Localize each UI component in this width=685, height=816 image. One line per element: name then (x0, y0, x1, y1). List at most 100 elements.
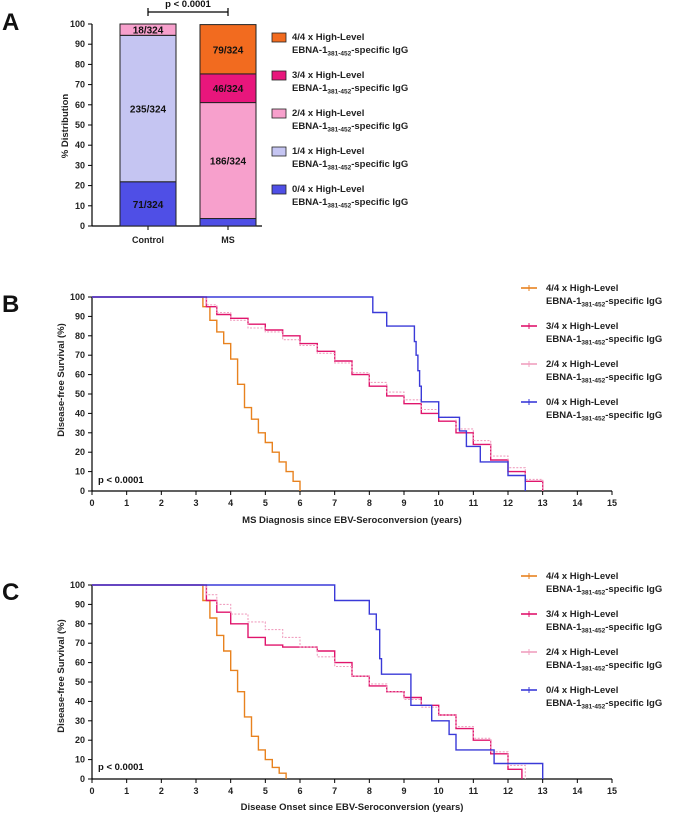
survival-curve (92, 296, 301, 491)
legend-entry-pre: EBNA-1 (546, 698, 582, 709)
legend-entry-line2: EBNA-1381-452-specific IgG (292, 83, 408, 96)
legend-entry-line1: 4/4 x High-Level (546, 283, 618, 294)
survival-curve (92, 584, 544, 779)
bar-segment-label: 186/324 (210, 157, 247, 168)
panel-b: B Disease-free Survival (%) MS Diagnosis… (2, 283, 662, 526)
legend-entry-pre: EBNA-1 (546, 622, 582, 633)
legend-entry-line1: 0/4 x High-Level (546, 397, 618, 408)
x-tick-label: 14 (572, 498, 582, 508)
panel-c-ylabel: Disease-free Survival (%) (56, 619, 67, 733)
legend-entry-sub: 381-452 (581, 416, 605, 423)
y-tick-label: 20 (75, 447, 85, 457)
legend-entry-line1: 2/4 x High-Level (546, 647, 618, 658)
x-tick-label: 6 (297, 498, 302, 508)
y-tick-label: 100 (70, 292, 85, 302)
legend-entry-post: -specific IgG (351, 83, 408, 94)
x-tick-label: 10 (434, 786, 444, 796)
legend-entry-post: -specific IgG (605, 334, 662, 345)
legend-entry-sub: 381-452 (581, 340, 605, 347)
y-tick-label: 10 (75, 201, 85, 211)
x-tick-label: 9 (401, 786, 406, 796)
x-tick-label: 4 (228, 498, 233, 508)
legend-entry-pre: EBNA-1 (546, 372, 582, 383)
panel-b-xlabel: MS Diagnosis since EBV-Seroconversion (y… (242, 515, 462, 526)
x-tick-label: 12 (503, 498, 513, 508)
legend-entry-sub: 381-452 (327, 51, 351, 58)
bar-segment-label: 46/324 (213, 84, 244, 95)
legend-entry-post: -specific IgG (605, 372, 662, 383)
legend-entry-pre: EBNA-1 (546, 296, 582, 307)
legend-entry-line2: EBNA-1381-452-specific IgG (546, 296, 662, 309)
panel-b-curves (92, 296, 544, 491)
legend-swatch (271, 184, 287, 195)
y-tick-label: 70 (75, 350, 85, 360)
x-tick-label: 10 (434, 498, 444, 508)
survival-curve (92, 584, 287, 779)
legend-entry-pre: EBNA-1 (546, 334, 582, 345)
legend-entry-post: -specific IgG (351, 197, 408, 208)
legend-entry-sub: 381-452 (327, 165, 351, 172)
legend-entry-post: -specific IgG (605, 698, 662, 709)
x-tick-label: 2 (159, 498, 164, 508)
legend-entry-line1: 2/4 x High-Level (292, 108, 364, 119)
x-tick-label: 11 (469, 498, 479, 508)
legend-entry-pre: EBNA-1 (292, 121, 328, 132)
y-tick-label: 60 (75, 100, 85, 110)
legend-entry-pre: EBNA-1 (292, 159, 328, 170)
panel-a-ylabel: % Distribution (60, 94, 71, 159)
survival-curve (92, 296, 544, 491)
legend-entry-pre: EBNA-1 (292, 45, 328, 56)
legend-entry-line1: 1/4 x High-Level (292, 146, 364, 157)
panel-c: C Disease-free Survival (%) Disease Onse… (2, 571, 662, 813)
x-tick-label: 3 (193, 498, 198, 508)
x-tick-label: 0 (89, 498, 94, 508)
x-tick-label: 12 (503, 786, 513, 796)
bar-segment-label: 235/324 (130, 105, 167, 116)
y-tick-label: 90 (75, 599, 85, 609)
legend-entry-pre: EBNA-1 (546, 584, 582, 595)
y-tick-label: 80 (75, 619, 85, 629)
legend-entry-line2: EBNA-1381-452-specific IgG (546, 334, 662, 347)
legend-entry-post: -specific IgG (351, 159, 408, 170)
x-tick-label: 13 (538, 498, 548, 508)
y-tick-label: 30 (75, 160, 85, 170)
legend-entry-line1: 4/4 x High-Level (292, 32, 364, 43)
y-tick-label: 10 (75, 467, 85, 477)
legend-entry-post: -specific IgG (605, 296, 662, 307)
y-tick-label: 100 (70, 19, 85, 29)
y-tick-label: 50 (75, 389, 85, 399)
x-tick-label: 7 (332, 786, 337, 796)
legend-swatch (271, 108, 287, 119)
significance-label: p < 0.0001 (165, 0, 211, 10)
y-tick-label: 50 (75, 677, 85, 687)
x-tick-label: 15 (607, 786, 617, 796)
panel-c-pvalue: p < 0.0001 (98, 762, 144, 773)
x-tick-label: Control (132, 235, 164, 245)
y-tick-label: 80 (75, 331, 85, 341)
survival-curve (92, 296, 526, 491)
y-tick-label: 10 (75, 755, 85, 765)
y-tick-label: 60 (75, 658, 85, 668)
legend-entry-sub: 381-452 (327, 203, 351, 210)
y-tick-label: 30 (75, 428, 85, 438)
legend-entry-line2: EBNA-1381-452-specific IgG (546, 622, 662, 635)
panel-b-ylabel: Disease-free Survival (%) (56, 323, 67, 437)
legend-swatch (271, 70, 287, 81)
x-tick-label: 5 (263, 786, 268, 796)
legend-entry-line2: EBNA-1381-452-specific IgG (292, 159, 408, 172)
legend-entry-line2: EBNA-1381-452-specific IgG (546, 372, 662, 385)
y-tick-label: 100 (70, 580, 85, 590)
legend-entry-line1: 0/4 x High-Level (546, 685, 618, 696)
legend-entry-sub: 381-452 (327, 127, 351, 134)
x-tick-label: 1 (124, 498, 129, 508)
y-tick-label: 20 (75, 735, 85, 745)
legend-entry-line2: EBNA-1381-452-specific IgG (292, 45, 408, 58)
legend-swatch (271, 146, 287, 157)
panel-a-significance: p < 0.0001 (147, 0, 229, 16)
x-tick-label: 8 (367, 498, 372, 508)
